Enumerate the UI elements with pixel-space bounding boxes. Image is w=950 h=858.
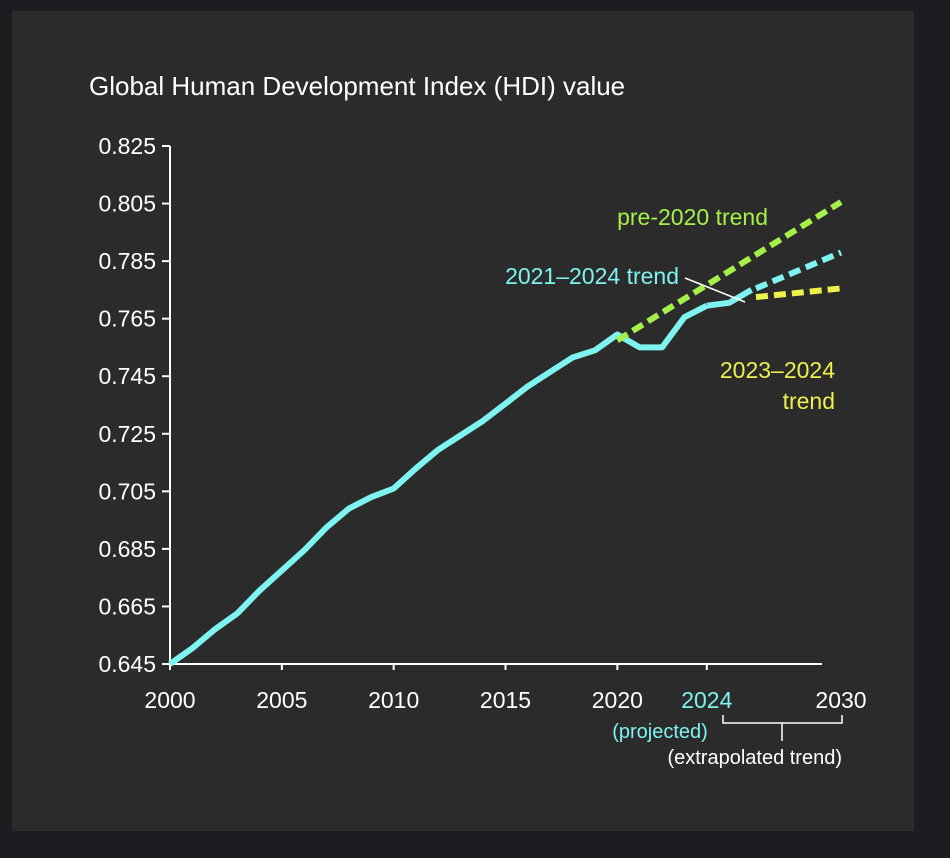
y-tick-label: 0.765 xyxy=(98,306,156,332)
y-tick-label: 0.785 xyxy=(98,248,156,274)
pre2020-trend-label: pre-2020 trend xyxy=(617,204,768,230)
y-tick-label: 0.685 xyxy=(98,536,156,562)
trend-2021-2024-leader-line xyxy=(684,277,746,303)
x-tick-label: 2005 xyxy=(256,687,307,713)
extrapolated-note: (extrapolated trend) xyxy=(667,747,842,769)
x-axis: 2000 2005 2010 2015 2020 2024 2030 xyxy=(144,663,867,713)
y-tick-label: 0.705 xyxy=(98,478,156,504)
y-tick-label: 0.745 xyxy=(98,363,156,389)
series-line-hdi_2024_projected xyxy=(706,287,754,309)
series-line-hdi xyxy=(168,303,709,667)
y-tick-label: 0.665 xyxy=(98,593,156,619)
series-line-pre2020 xyxy=(615,199,843,343)
projected-note: (projected) xyxy=(612,721,708,743)
series-line-t2324 xyxy=(755,285,842,301)
trend-2023-2024-label-line1: 2023–2024 xyxy=(720,357,835,383)
series-line-t2124 xyxy=(754,249,843,292)
trend-2023-2024-label-line2: trend xyxy=(783,388,835,414)
x-tick-label: 2020 xyxy=(592,687,643,713)
y-tick-label: 0.645 xyxy=(98,651,156,677)
series-layer xyxy=(168,199,843,667)
hdi-chart: Global Human Development Index (HDI) val… xyxy=(89,71,867,769)
x-tick-label: 2000 xyxy=(144,687,195,713)
trend-2021-2024-label: 2021–2024 trend xyxy=(505,263,679,289)
y-tick-label: 0.725 xyxy=(98,421,156,447)
y-tick-label: 0.805 xyxy=(98,191,156,217)
x-tick-label: 2010 xyxy=(368,687,419,713)
extrapolated-bracket xyxy=(722,715,843,741)
chart-title: Global Human Development Index (HDI) val… xyxy=(89,71,625,101)
y-axis: 0.825 0.805 0.785 0.765 0.745 0.725 0.705 0.685… xyxy=(98,133,171,677)
chart-panel: Global Human Development Index (HDI) val… xyxy=(12,11,914,831)
x-tick-label: 2030 xyxy=(815,687,866,713)
x-tick-label: 2015 xyxy=(480,687,531,713)
x-tick-label: 2024 xyxy=(681,687,732,713)
y-tick-label: 0.825 xyxy=(98,133,156,159)
